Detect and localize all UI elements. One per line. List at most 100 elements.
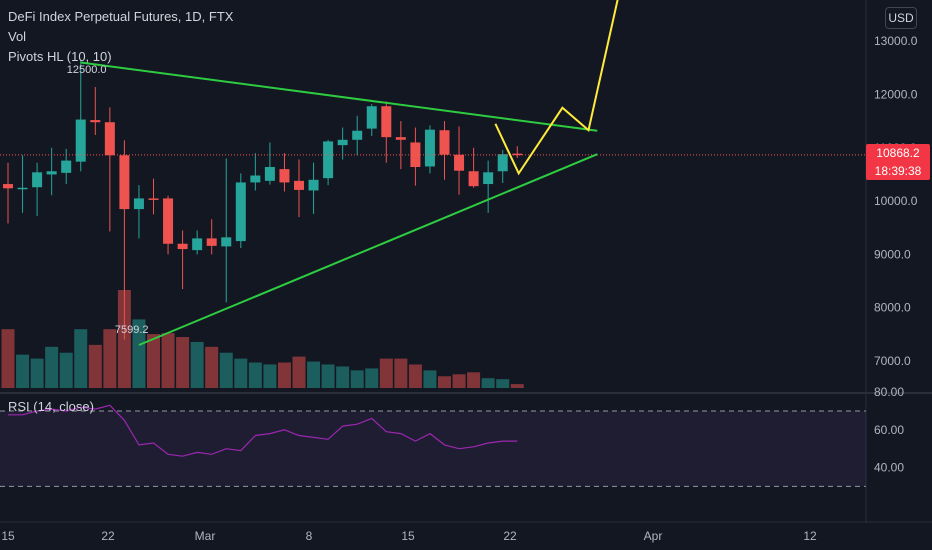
candle [439,121,450,180]
candle-body [206,238,217,246]
candle [294,159,304,218]
candle [104,107,115,232]
candle [61,148,72,185]
volume-bar [467,372,481,388]
candle-body [468,171,479,187]
volume-legend: Vol [8,29,27,44]
projection-path [494,0,619,176]
volume-bar [16,354,30,388]
volume-bar [510,384,524,388]
volume-bar [74,329,88,388]
candle [279,153,290,192]
candle [366,104,377,137]
candle [454,126,465,195]
candle [250,153,261,191]
candle-body [308,179,319,191]
candle-body [439,130,450,155]
candle-body [454,154,465,171]
candle-body [221,237,232,247]
volume-bar [481,378,495,388]
price-tick-label: 10000.0 [874,194,918,208]
candle [352,115,363,156]
candle-body [235,182,246,242]
price-tick-label: 13000.0 [874,34,918,48]
candle [468,147,479,188]
volume-bar [263,364,277,388]
candle [424,125,435,174]
rsi-tick-label: 60.00 [874,423,904,437]
candle-body [250,175,261,183]
volume-bar [336,366,350,388]
candle-body [17,187,28,190]
time-tick-label: 22 [101,529,115,543]
volume-bar [321,364,335,388]
volume-bar [248,362,262,388]
volume-bar [161,333,175,388]
currency-button[interactable]: USD [885,7,917,29]
candle-body [424,129,435,167]
volume-bar [379,358,393,388]
rsi-line [8,404,518,457]
candle-body [32,172,43,188]
volume-bar [88,344,102,388]
trendline [138,153,598,346]
candle-body [119,155,130,210]
candle [206,219,217,255]
volume-bar [438,376,451,388]
volume-bar [1,329,15,388]
price-tick-label: 9000.0 [874,247,911,261]
candle [337,127,348,160]
chart-title: DeFi Index Perpetual Futures, 1D, FTX [8,9,234,24]
candle [119,140,130,340]
volume-bar [59,352,73,388]
bar-countdown: 18:39:38 [874,164,922,178]
candle-body [381,106,392,138]
candle-body [483,172,494,185]
candle-body [337,139,348,146]
volume-bar [408,364,422,388]
candle-body [177,243,188,250]
candle [32,162,43,217]
price-tick-label: 8000.0 [874,301,911,315]
candle-body [133,198,144,210]
candle-body [410,142,421,167]
time-tick-label: 22 [503,529,517,543]
volume-bar [234,358,248,388]
candle-body [323,141,334,179]
candle [192,230,203,255]
candle-body [366,106,377,129]
candle [483,160,494,213]
last-price-value: 10868.2 [876,146,920,160]
candle [17,155,28,213]
price-tick-label: 7000.0 [874,354,911,368]
time-tick-label: 12 [803,529,817,543]
pivots-legend: Pivots HL (10, 10) [8,49,112,64]
candle-body [512,153,523,156]
candle [90,87,101,136]
candle [133,185,144,239]
volume-bar [365,368,379,388]
last-price-tag: 10868.2 18:39:38 [866,144,930,180]
candle [381,101,392,163]
candle [235,173,246,249]
candle-body [148,198,159,200]
candle-body [46,171,57,175]
time-tick-label: Apr [644,529,663,543]
volume-bar [190,341,204,388]
time-tick-label: 8 [306,529,313,543]
candle [410,127,421,186]
volume-bar [307,361,321,388]
candle-body [352,130,363,140]
rsi-legend: RSI (14, close) [8,399,94,414]
candle-body [163,198,174,244]
volume-bar [219,352,233,388]
rsi-panel [0,398,866,517]
candle [395,121,406,170]
volume-bar [496,379,510,388]
candle-body [61,160,72,173]
candle [308,162,319,214]
time-tick-label: Mar [195,529,216,543]
price-tick-label: 12000.0 [874,88,918,102]
volume-bar [394,358,408,388]
